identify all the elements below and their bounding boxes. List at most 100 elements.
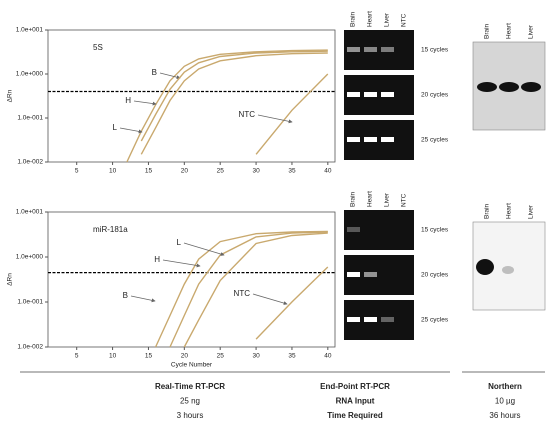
gel-band [381,137,394,142]
blot-band [477,82,497,92]
cycle-label: 15 cycles [421,47,449,54]
gel-band [347,227,360,232]
y-tick-label: 1.0e+001 [16,27,44,34]
table-cell: End-Point RT-PCR [320,382,390,391]
x-tick-label: 15 [145,168,153,175]
gel-band [381,317,394,322]
table-cell: 3 hours [177,411,204,420]
label-arrow [130,295,156,303]
lane-label: NTC [401,13,408,27]
lane-label: Heart [506,23,513,39]
x-tick-label: 35 [288,168,296,175]
label-arrow [133,100,157,106]
lane-label: Liver [528,204,535,219]
y-tick-label: 1.0e+000 [16,71,44,78]
gel-band [364,137,377,142]
x-tick-label: 5 [75,353,79,360]
plot-frame [47,211,336,348]
curve-label: H [125,96,131,105]
label-arrow [252,293,288,305]
blot-band [521,82,541,92]
plot-label: 5S [93,43,103,52]
curve [183,232,328,348]
curve [126,49,328,163]
y-tick-label: 1.0e+001 [16,209,44,216]
y-axis-label: ΔRn [7,89,14,102]
plot-label: miR-181a [93,225,128,234]
gel-band [364,47,377,52]
label-arrow [257,114,293,124]
gel-band [364,317,377,322]
x-tick-label: 25 [217,353,225,360]
blot-band [476,259,494,275]
x-axis-label: Cycle Number [171,362,213,369]
lane-label: Brain [484,203,491,219]
curve-label: NTC [234,289,251,298]
gel-band [364,92,377,97]
gel-band [347,272,360,277]
gel-band [364,272,377,277]
y-tick-label: 1.0e-001 [17,115,43,122]
lane-label: Heart [367,11,374,27]
curve-label: L [177,238,182,247]
x-tick-label: 40 [324,168,332,175]
gel-band [347,47,360,52]
x-tick-label: 30 [252,353,260,360]
cycle-label: 25 cycles [421,137,449,144]
table-cell: RNA Input [336,397,375,406]
cycle-label: 15 cycles [421,227,449,234]
curve-label: H [154,255,160,264]
table-cell: Real-Time RT-PCR [155,382,225,391]
gel-band [347,317,360,322]
label-arrow [162,259,201,268]
gel-band [381,92,394,97]
gel-band [381,47,394,52]
lane-label: Brain [484,23,491,39]
x-tick-label: 15 [145,353,153,360]
x-tick-label: 40 [324,353,332,360]
x-tick-label: 20 [181,168,189,175]
plot-frame [47,29,336,163]
label-arrow [119,127,143,134]
curve-label: B [152,68,157,77]
curve [255,266,329,340]
label-arrow [159,72,181,80]
x-tick-label: 20 [181,353,189,360]
curve [169,231,328,348]
table-cell: Northern [488,382,522,391]
y-tick-label: 1.0e-002 [17,344,43,351]
blot-band [502,266,514,274]
cycle-label: 25 cycles [421,317,449,324]
curve [140,50,328,142]
table-cell: Time Required [327,411,383,420]
x-tick-label: 35 [288,353,296,360]
lane-label: Heart [367,191,374,207]
y-axis-label: ΔRn [7,273,14,286]
table-cell: 10 µg [495,397,515,406]
lane-label: Brain [350,11,357,27]
gel-band [347,137,360,142]
label-arrow [183,242,225,256]
blot-band [499,82,519,92]
lane-label: Liver [528,24,535,39]
gel-panel [344,210,414,250]
x-tick-label: 10 [109,168,117,175]
y-tick-label: 1.0e+000 [16,254,44,261]
cycle-label: 20 cycles [421,92,449,99]
lane-label: Brain [350,191,357,207]
y-tick-label: 1.0e-002 [17,159,43,166]
table-cell: 36 hours [489,411,520,420]
x-tick-label: 10 [109,353,117,360]
lane-label: NTC [401,193,408,207]
curve [140,52,328,155]
curve-label: NTC [239,110,256,119]
gel-band [347,92,360,97]
x-tick-label: 5 [75,168,79,175]
curve [255,73,329,155]
cycle-label: 20 cycles [421,272,449,279]
table-cell: 25 ng [180,397,200,406]
x-tick-label: 30 [252,168,260,175]
curve-label: B [123,291,128,300]
y-tick-label: 1.0e-001 [17,299,43,306]
